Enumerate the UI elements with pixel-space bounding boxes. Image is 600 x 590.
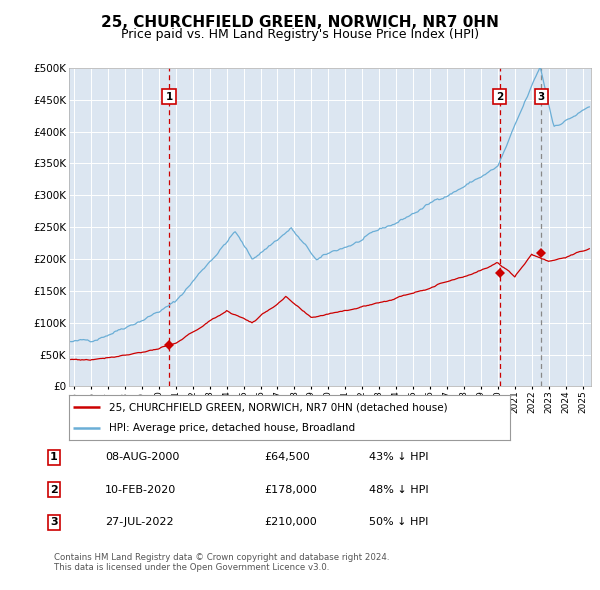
- Text: This data is licensed under the Open Government Licence v3.0.: This data is licensed under the Open Gov…: [54, 563, 329, 572]
- Text: 48% ↓ HPI: 48% ↓ HPI: [369, 485, 428, 494]
- Text: £210,000: £210,000: [264, 517, 317, 527]
- Text: 3: 3: [50, 517, 58, 527]
- Text: 10-FEB-2020: 10-FEB-2020: [105, 485, 176, 494]
- Text: 25, CHURCHFIELD GREEN, NORWICH, NR7 0HN: 25, CHURCHFIELD GREEN, NORWICH, NR7 0HN: [101, 15, 499, 30]
- Text: 08-AUG-2000: 08-AUG-2000: [105, 453, 179, 462]
- Text: £178,000: £178,000: [264, 485, 317, 494]
- Text: 1: 1: [50, 453, 58, 462]
- Text: HPI: Average price, detached house, Broadland: HPI: Average price, detached house, Broa…: [109, 422, 355, 432]
- Text: 3: 3: [538, 91, 545, 101]
- Text: 43% ↓ HPI: 43% ↓ HPI: [369, 453, 428, 462]
- Text: Price paid vs. HM Land Registry's House Price Index (HPI): Price paid vs. HM Land Registry's House …: [121, 28, 479, 41]
- Text: 2: 2: [50, 485, 58, 494]
- Text: 50% ↓ HPI: 50% ↓ HPI: [369, 517, 428, 527]
- Text: Contains HM Land Registry data © Crown copyright and database right 2024.: Contains HM Land Registry data © Crown c…: [54, 553, 389, 562]
- Text: 27-JUL-2022: 27-JUL-2022: [105, 517, 173, 527]
- Text: 2: 2: [496, 91, 503, 101]
- Text: 1: 1: [166, 91, 173, 101]
- Text: 25, CHURCHFIELD GREEN, NORWICH, NR7 0HN (detached house): 25, CHURCHFIELD GREEN, NORWICH, NR7 0HN …: [109, 402, 448, 412]
- Text: £64,500: £64,500: [264, 453, 310, 462]
